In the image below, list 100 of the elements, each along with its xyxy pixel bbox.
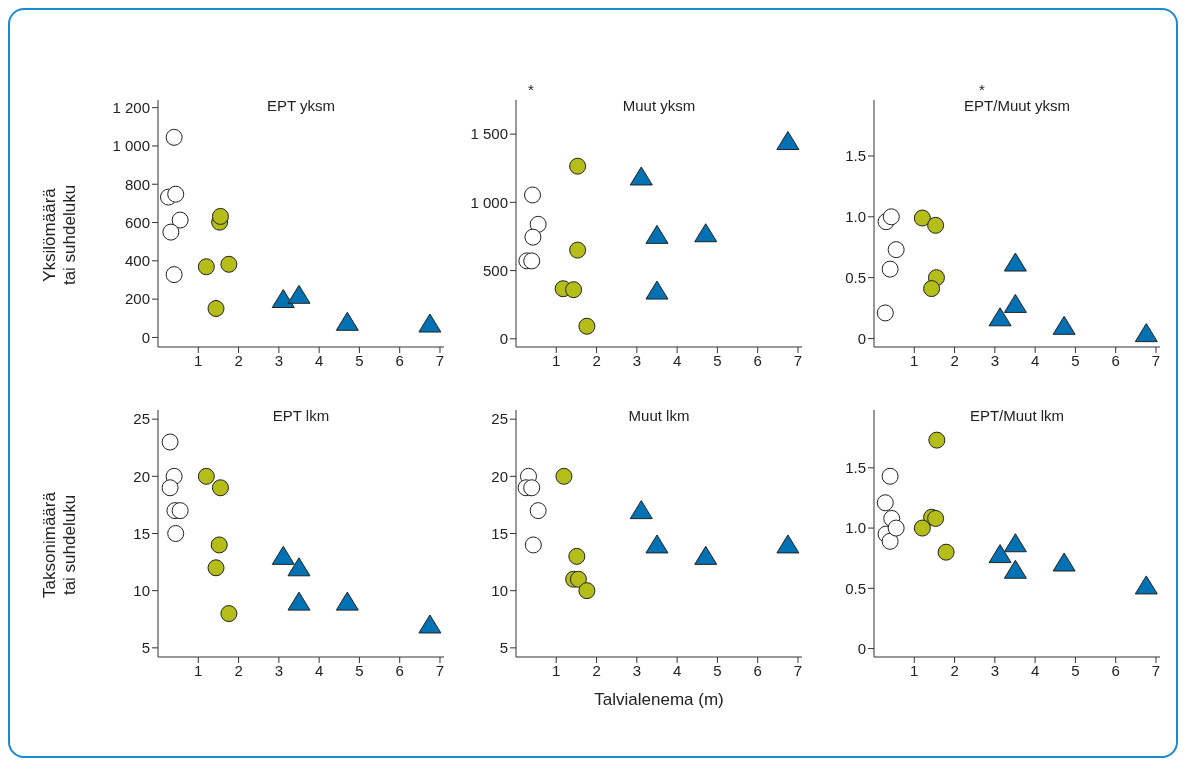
y-tick-label: 25	[133, 410, 150, 428]
point	[578, 582, 596, 600]
point	[876, 494, 894, 512]
point	[568, 547, 586, 565]
point	[211, 479, 229, 497]
x-tick-label: 5	[355, 351, 364, 369]
x-tick-label: 6	[395, 351, 404, 369]
point	[913, 209, 931, 227]
point	[1003, 559, 1027, 579]
y-tick-label: 1.5	[845, 147, 866, 165]
y-tick-label: 20	[133, 467, 150, 485]
chart-title: EPT/Muut lkm	[968, 407, 1066, 424]
point	[1052, 315, 1076, 335]
y-tick-label: 5	[499, 639, 508, 657]
point	[645, 224, 669, 244]
text: *	[528, 81, 534, 98]
x-tick-label: 5	[713, 661, 722, 679]
y-tick-label: 0	[499, 330, 508, 348]
y-tick-label: 0	[141, 328, 150, 346]
x-tick-label: 7	[793, 661, 803, 679]
point	[171, 502, 189, 520]
point	[211, 207, 229, 225]
x-tick-label: 4	[672, 351, 682, 369]
x-tick-label: 1	[910, 661, 919, 679]
y-tick-label: 1 000	[112, 137, 150, 155]
x-tick-label: 4	[314, 351, 324, 369]
x-tick-label: 6	[753, 661, 762, 679]
point	[1134, 575, 1158, 595]
point	[418, 614, 442, 634]
x-tick-label: 3	[274, 661, 284, 679]
point	[165, 128, 183, 146]
y-tick-label: 15	[491, 524, 508, 542]
y-tick-label: 1.0	[845, 519, 866, 537]
x-tick-label: 6	[753, 351, 762, 369]
point	[197, 467, 215, 485]
x-tick-label: 7	[1151, 661, 1161, 679]
y-tick-label: 200	[124, 290, 150, 308]
point	[271, 289, 295, 309]
point	[524, 228, 542, 246]
point	[161, 433, 179, 451]
point	[776, 130, 800, 150]
point	[161, 479, 179, 497]
x-tick-label: 3	[632, 661, 642, 679]
point	[524, 536, 542, 554]
x-tick-label: 7	[435, 351, 445, 369]
point	[881, 532, 899, 550]
y-tick-label: 500	[482, 261, 508, 279]
point	[882, 208, 900, 226]
x-axis-title: Talvialenema (m)	[593, 690, 725, 710]
point	[876, 304, 894, 322]
text: *	[979, 81, 985, 98]
point	[207, 559, 225, 577]
point	[629, 500, 653, 520]
y-tick-label: 10	[133, 582, 150, 599]
chart-title: Muut lkm	[627, 407, 691, 424]
point	[165, 266, 183, 284]
point	[210, 536, 228, 554]
x-tick-label: 4	[314, 661, 324, 679]
point	[928, 431, 946, 449]
point	[988, 544, 1012, 564]
point	[569, 241, 587, 259]
point	[162, 223, 180, 241]
x-tick-label: 7	[1151, 351, 1161, 369]
x-tick-label: 4	[1030, 351, 1040, 369]
point	[565, 281, 583, 299]
y-axis-title: Yksilömäärä tai suhdeluku	[40, 183, 80, 288]
point	[694, 545, 718, 565]
x-tick-label: 1	[552, 351, 561, 369]
point	[569, 570, 587, 588]
point	[523, 252, 541, 270]
point	[220, 605, 238, 623]
point	[1003, 293, 1027, 313]
x-tick-label: 5	[1071, 661, 1080, 679]
x-tick-label: 2	[234, 351, 243, 369]
chart-title: Muut yksm	[621, 97, 697, 114]
y-tick-label: 20	[491, 467, 508, 485]
point	[287, 591, 311, 611]
x-tick-label: 1	[910, 351, 919, 369]
point	[197, 258, 215, 276]
point	[988, 307, 1012, 327]
x-tick-label: 3	[990, 351, 1000, 369]
chart-title: EPT/Muut yksm	[963, 97, 1071, 114]
y-tick-label: 1.0	[845, 208, 866, 226]
x-tick-label: 1	[552, 661, 561, 679]
y-tick-label: 15	[133, 524, 150, 542]
point	[887, 519, 905, 537]
point	[529, 215, 547, 233]
point	[207, 300, 225, 318]
point	[335, 311, 359, 331]
y-tick-label: 1.5	[845, 459, 866, 477]
point	[171, 211, 189, 229]
point	[927, 216, 945, 234]
point	[937, 543, 955, 561]
x-tick-label: 6	[395, 661, 404, 679]
y-tick-label: 10	[491, 582, 508, 599]
point	[881, 467, 899, 485]
x-tick-label: 5	[1071, 351, 1080, 369]
point	[645, 534, 669, 554]
point	[923, 280, 941, 298]
x-tick-label: 4	[672, 661, 682, 679]
